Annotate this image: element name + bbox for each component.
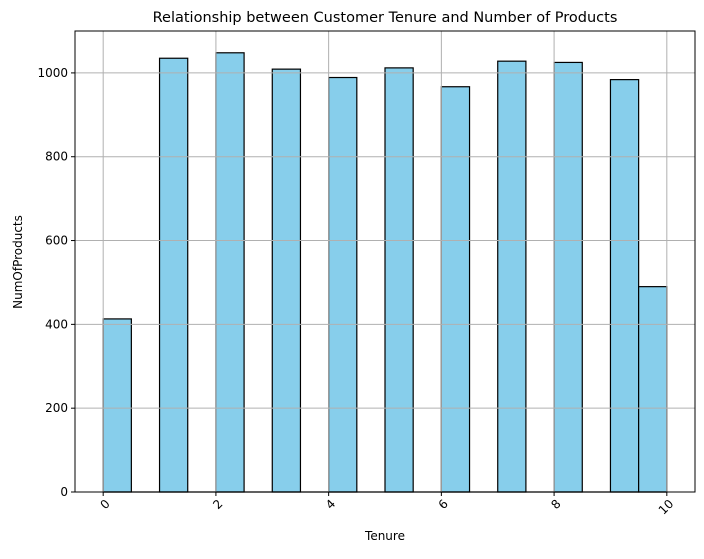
y-tick-label: 600 — [45, 234, 68, 248]
y-tick-label: 200 — [45, 401, 68, 415]
bar — [384, 67, 414, 493]
y-tick-label: 800 — [45, 150, 68, 164]
bar — [215, 52, 245, 493]
x-tick-label: 2 — [210, 497, 225, 512]
grid-lines — [75, 31, 695, 493]
chart-title: Relationship between Customer Tenure and… — [153, 10, 618, 26]
bar — [271, 68, 302, 493]
y-axis-label: NumOfProducts — [11, 215, 25, 309]
y-tick-label: 400 — [45, 317, 68, 331]
bar — [497, 60, 527, 493]
x-tick-label: 6 — [436, 497, 451, 512]
x-tick-label: 10 — [656, 497, 677, 518]
plot-frame — [74, 30, 696, 493]
y-tick-label: 0 — [60, 485, 68, 499]
x-axis-label: Tenure — [364, 529, 405, 543]
bar — [328, 76, 358, 493]
bar — [638, 286, 668, 493]
bar — [609, 79, 640, 493]
bar — [440, 86, 471, 493]
bar — [102, 318, 132, 493]
x-tick-label: 8 — [548, 497, 563, 512]
x-tick-label: 4 — [323, 497, 338, 512]
x-tick-label: 0 — [97, 497, 112, 512]
bar — [553, 61, 583, 493]
y-tick-label: 1000 — [37, 66, 68, 80]
bars — [102, 52, 668, 493]
bar — [158, 57, 189, 493]
